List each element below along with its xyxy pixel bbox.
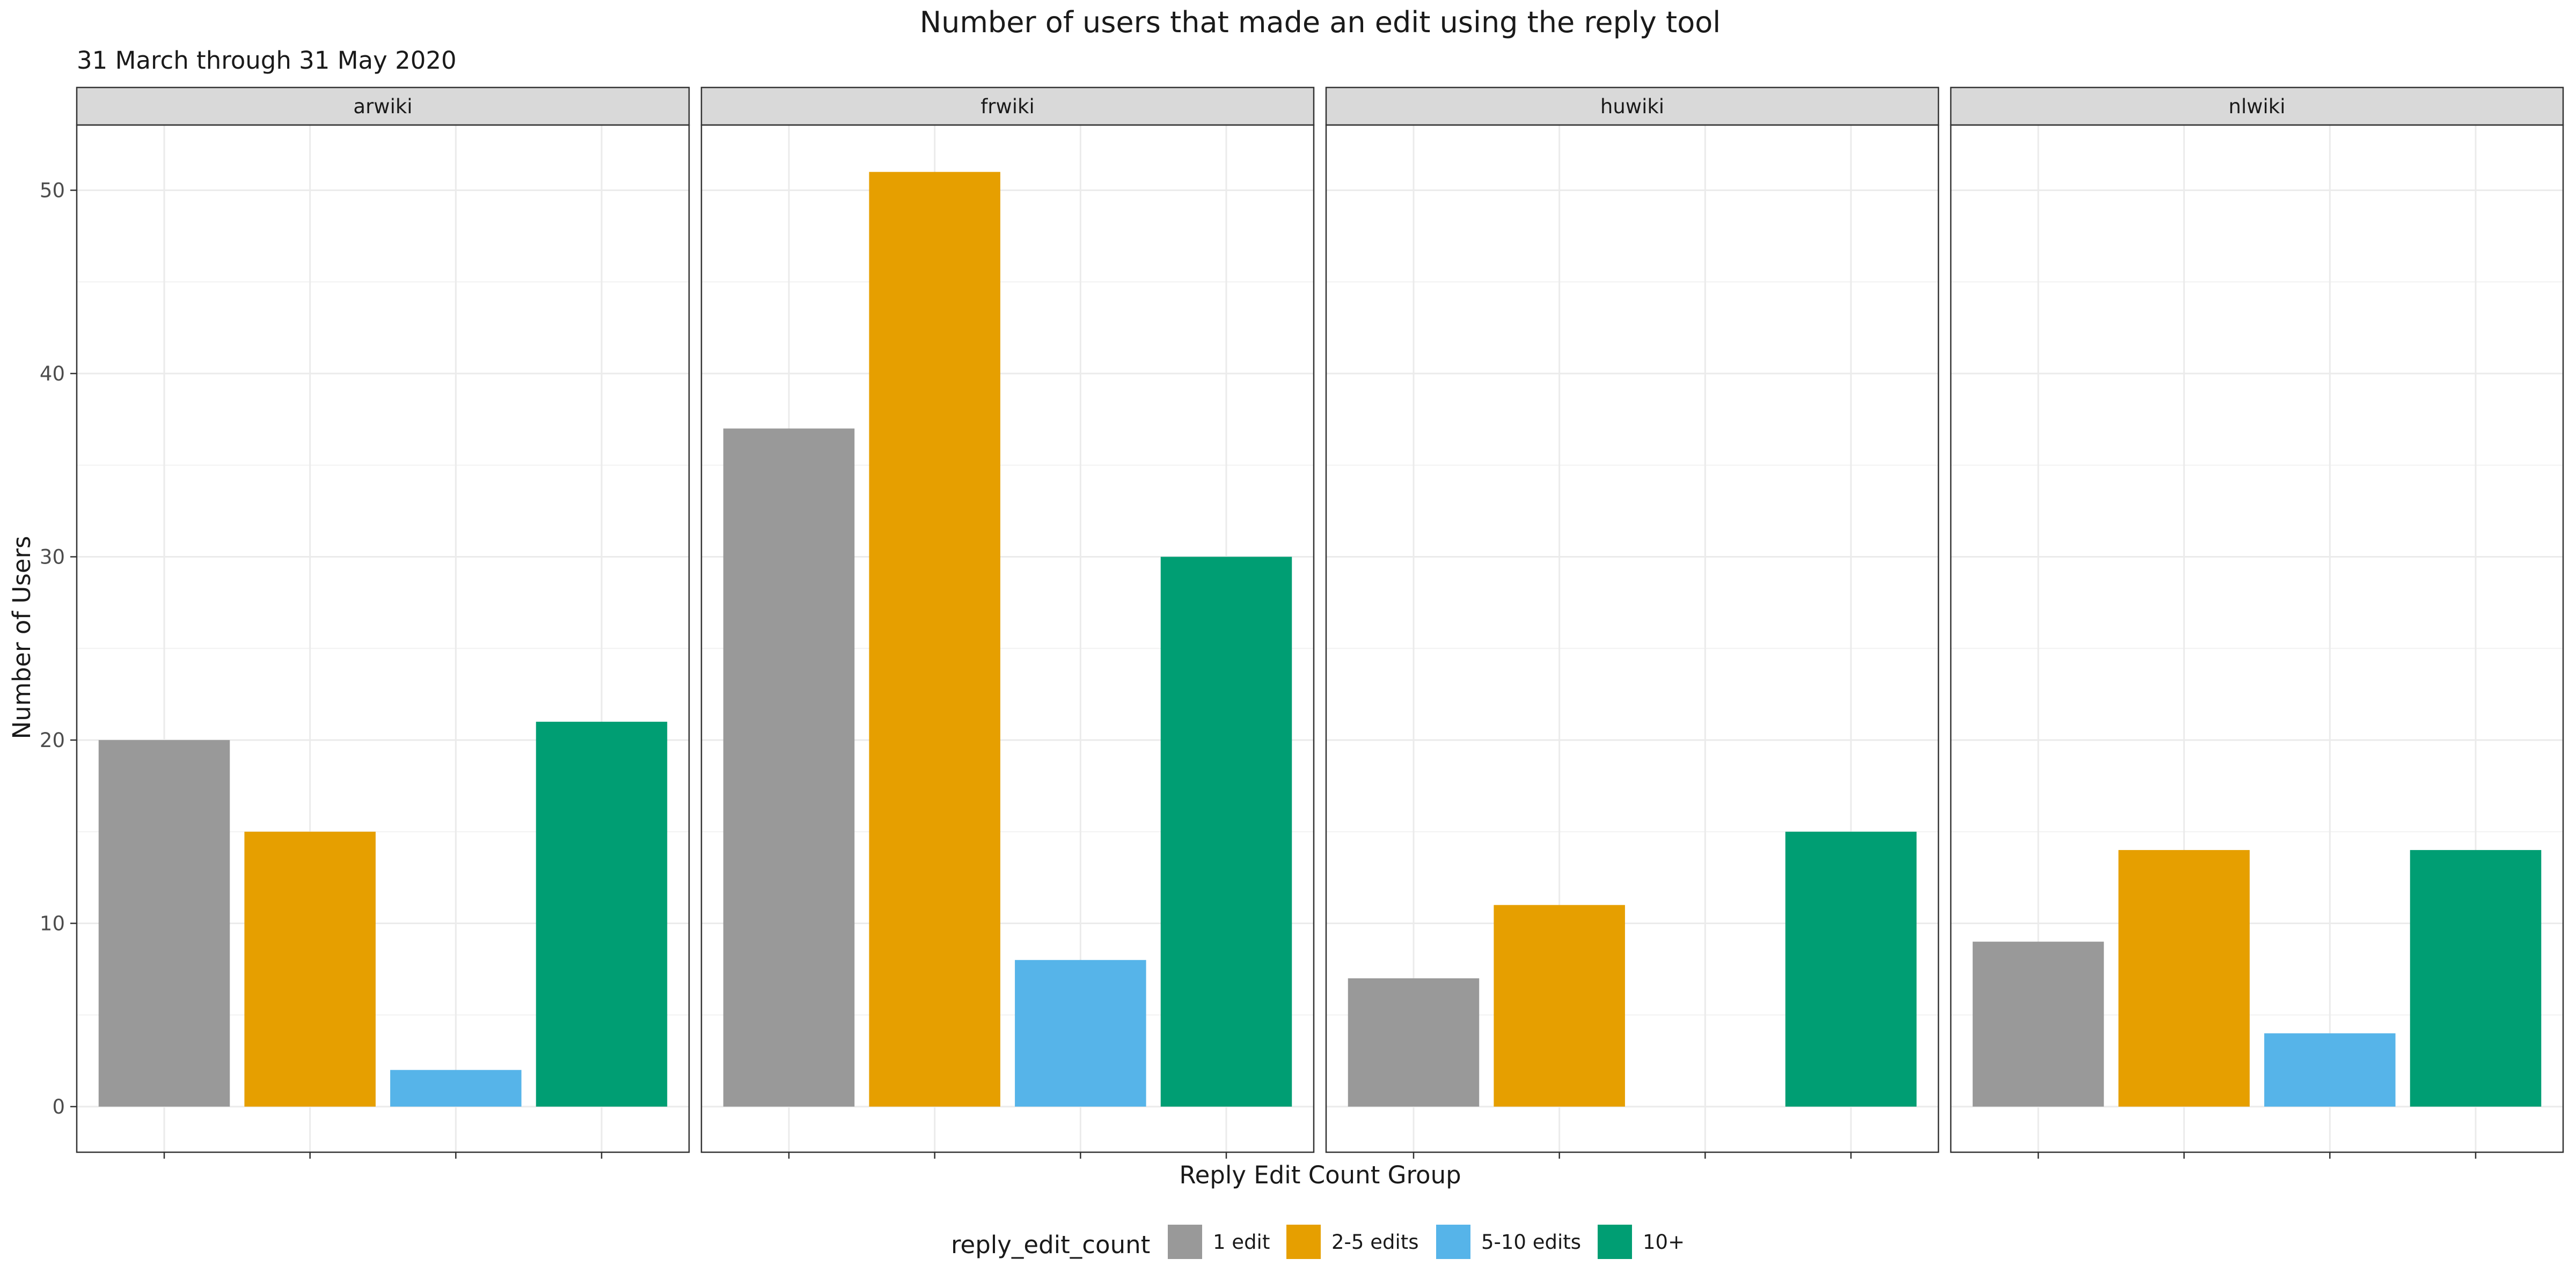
facet-strip <box>1950 86 2564 126</box>
legend-label-2: 2-5 edits <box>1331 1231 1419 1254</box>
facet-strip-label: nlwiki <box>2229 95 2286 118</box>
y-tick-label: 50 <box>40 179 65 202</box>
bar-nlwiki-3 <box>2264 1033 2396 1107</box>
y-axis-title: Number of Users <box>8 536 36 740</box>
facet-strip-label: frwiki <box>980 95 1035 118</box>
legend-title: reply_edit_count <box>951 1231 1150 1259</box>
legend-label-1: 1 edit <box>1213 1231 1270 1254</box>
panel-border <box>700 124 1315 1153</box>
y-tick-label: 0 <box>52 1095 65 1118</box>
bar-huwiki-2 <box>1494 905 1625 1107</box>
bar-arwiki-4 <box>536 721 668 1107</box>
y-axis: 0 10 20 30 40 50 <box>40 179 2477 1159</box>
bar-arwiki-3 <box>390 1070 522 1107</box>
panel-border <box>1950 124 2564 1153</box>
bar-arwiki-1 <box>98 740 230 1107</box>
panel-border <box>1325 124 1940 1153</box>
legend-label-3: 5-10 edits <box>1481 1231 1581 1254</box>
legend-label-4: 10+ <box>1643 1231 1685 1254</box>
bar-frwiki-2 <box>869 172 1000 1107</box>
bar-frwiki-4 <box>1160 557 1292 1107</box>
facet-strip-label: arwiki <box>353 95 412 118</box>
facet-frwiki: frwiki <box>700 86 1315 1153</box>
y-tick-label: 40 <box>40 362 65 385</box>
y-tick-label: 20 <box>40 729 65 752</box>
chart-title: Number of users that made an edit using … <box>920 5 1721 39</box>
facet-strip-label: huwiki <box>1600 95 1664 118</box>
y-tick-label: 30 <box>40 546 65 569</box>
facet-strip <box>1325 86 1940 126</box>
legend: reply_edit_count 1 edit 2-5 edits 5-10 edi… <box>951 1225 1685 1259</box>
facet-strip <box>76 86 690 126</box>
bar-frwiki-3 <box>1015 960 1146 1107</box>
legend-key-2 <box>1286 1225 1321 1259</box>
bar-nlwiki-4 <box>2410 850 2542 1107</box>
legend-key-1 <box>1168 1225 1202 1259</box>
x-axis-title: Reply Edit Count Group <box>1179 1161 1461 1189</box>
facet-huwiki: huwiki <box>1325 86 1940 1153</box>
facet-arwiki: arwiki <box>76 86 690 1153</box>
legend-key-3 <box>1436 1225 1470 1259</box>
y-tick-label: 10 <box>40 912 65 935</box>
panel-border <box>76 124 690 1153</box>
bar-frwiki-1 <box>723 428 855 1107</box>
bar-huwiki-4 <box>1785 831 1917 1107</box>
bar-arwiki-2 <box>244 831 376 1107</box>
facet-strip <box>700 86 1315 126</box>
bar-huwiki-1 <box>1348 978 1480 1107</box>
facet-nlwiki: nlwiki <box>1950 86 2564 1153</box>
bar-nlwiki-1 <box>1972 941 2104 1107</box>
facet-panels: arwiki frwiki huwiki nlwiki <box>76 86 2564 1153</box>
chart-subtitle: 31 March through 31 May 2020 <box>77 46 457 75</box>
bar-nlwiki-2 <box>2118 850 2250 1107</box>
legend-key-4 <box>1598 1225 1632 1259</box>
